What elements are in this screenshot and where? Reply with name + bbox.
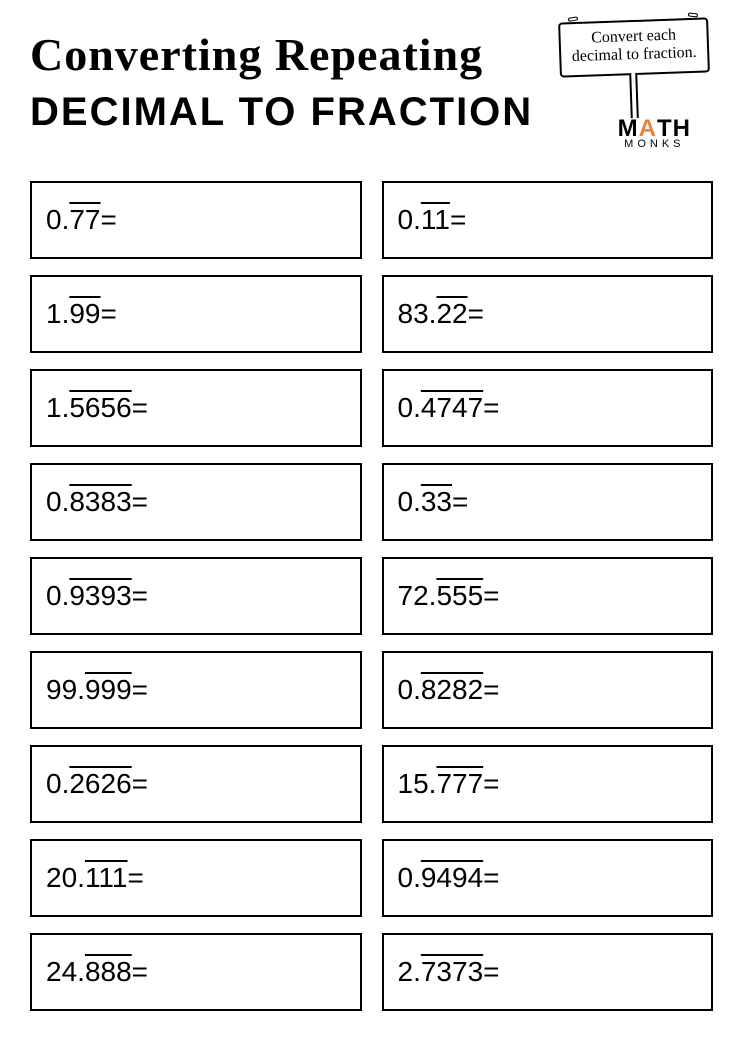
decimal-repeating-part: 22 bbox=[436, 298, 467, 330]
decimal-int-part: 20. bbox=[46, 862, 85, 894]
decimal-int-part: 1. bbox=[46, 392, 69, 424]
decimal-repeating-part: 5656 bbox=[69, 392, 131, 424]
decimal-repeating-part: 8383 bbox=[69, 486, 131, 518]
equals-sign: = bbox=[483, 956, 499, 988]
decimal-int-part: 72. bbox=[398, 580, 437, 612]
instruction-sign: Convert each decimal to fraction. bbox=[559, 20, 709, 118]
problem-cell: 24.888 = bbox=[30, 933, 362, 1011]
decimal-int-part: 83. bbox=[398, 298, 437, 330]
decimal-int-part: 0. bbox=[46, 768, 69, 800]
decimal-int-part: 0. bbox=[46, 204, 69, 236]
problem-cell: 1.5656 = bbox=[30, 369, 362, 447]
decimal-repeating-part: 9494 bbox=[421, 862, 483, 894]
equals-sign: = bbox=[483, 768, 499, 800]
problem-cell: 1.99 = bbox=[30, 275, 362, 353]
decimal-repeating-part: 999 bbox=[85, 674, 132, 706]
problem-cell: 0.9494 = bbox=[382, 839, 714, 917]
decimal-int-part: 0. bbox=[46, 580, 69, 612]
equals-sign: = bbox=[483, 862, 499, 894]
problem-cell: 72.555 = bbox=[382, 557, 714, 635]
decimal-int-part: 99. bbox=[46, 674, 85, 706]
equals-sign: = bbox=[132, 956, 148, 988]
decimal-repeating-part: 7373 bbox=[421, 956, 483, 988]
decimal-repeating-part: 9393 bbox=[69, 580, 131, 612]
decimal-repeating-part: 111 bbox=[85, 862, 128, 894]
decimal-int-part: 0. bbox=[398, 486, 421, 518]
equals-sign: = bbox=[132, 768, 148, 800]
equals-sign: = bbox=[132, 580, 148, 612]
equals-sign: = bbox=[468, 298, 484, 330]
problem-cell: 0.9393 = bbox=[30, 557, 362, 635]
sign-nail-left bbox=[568, 16, 579, 22]
problem-cell: 0.8282 = bbox=[382, 651, 714, 729]
problem-cell: 83.22 = bbox=[382, 275, 714, 353]
decimal-repeating-part: 777 bbox=[436, 768, 483, 800]
problem-cell: 99.999 = bbox=[30, 651, 362, 729]
decimal-repeating-part: 2626 bbox=[69, 768, 131, 800]
equals-sign: = bbox=[450, 204, 466, 236]
header: Converting Repeating DECIMAL TO FRACTION… bbox=[30, 20, 713, 175]
decimal-repeating-part: 99 bbox=[69, 298, 100, 330]
logo: MATH MONKS bbox=[618, 118, 691, 149]
decimal-repeating-part: 33 bbox=[421, 486, 452, 518]
decimal-int-part: 0. bbox=[398, 862, 421, 894]
equals-sign: = bbox=[132, 486, 148, 518]
logo-triangle-a: A bbox=[639, 118, 657, 140]
decimal-int-part: 0. bbox=[46, 486, 69, 518]
equals-sign: = bbox=[101, 298, 117, 330]
equals-sign: = bbox=[128, 862, 144, 894]
problem-cell: 0.2626 = bbox=[30, 745, 362, 823]
decimal-int-part: 15. bbox=[398, 768, 437, 800]
equals-sign: = bbox=[132, 392, 148, 424]
decimal-repeating-part: 4747 bbox=[421, 392, 483, 424]
decimal-int-part: 2. bbox=[398, 956, 421, 988]
problem-cell: 20.111 = bbox=[30, 839, 362, 917]
sign-nail-right bbox=[688, 12, 698, 17]
equals-sign: = bbox=[132, 674, 148, 706]
problem-cell: 0.8383 = bbox=[30, 463, 362, 541]
decimal-int-part: 0. bbox=[398, 392, 421, 424]
problem-cell: 0.11 = bbox=[382, 181, 714, 259]
problem-cell: 0.4747 = bbox=[382, 369, 714, 447]
decimal-repeating-part: 555 bbox=[436, 580, 483, 612]
sign-post bbox=[629, 73, 639, 118]
problem-cell: 2.7373 = bbox=[382, 933, 714, 1011]
problem-cell: 15.777 = bbox=[382, 745, 714, 823]
sign-board: Convert each decimal to fraction. bbox=[558, 17, 710, 77]
decimal-int-part: 0. bbox=[398, 674, 421, 706]
equals-sign: = bbox=[483, 674, 499, 706]
equals-sign: = bbox=[483, 580, 499, 612]
decimal-repeating-part: 77 bbox=[69, 204, 100, 236]
equals-sign: = bbox=[101, 204, 117, 236]
problem-cell: 0.77 = bbox=[30, 181, 362, 259]
decimal-int-part: 24. bbox=[46, 956, 85, 988]
decimal-int-part: 0. bbox=[398, 204, 421, 236]
title-line2: DECIMAL TO FRACTION bbox=[30, 90, 533, 135]
equals-sign: = bbox=[452, 486, 468, 518]
sign-text: Convert each decimal to fraction. bbox=[572, 27, 697, 66]
problem-grid: 0.77 =0.11 =1.99 =83.22 =1.5656 =0.4747 … bbox=[30, 181, 713, 1011]
decimal-repeating-part: 8282 bbox=[421, 674, 483, 706]
decimal-int-part: 1. bbox=[46, 298, 69, 330]
problem-cell: 0.33 = bbox=[382, 463, 714, 541]
decimal-repeating-part: 888 bbox=[85, 956, 132, 988]
logo-main: MATH bbox=[618, 118, 691, 140]
equals-sign: = bbox=[483, 392, 499, 424]
decimal-repeating-part: 11 bbox=[421, 204, 450, 236]
title-line1: Converting Repeating bbox=[30, 28, 483, 81]
